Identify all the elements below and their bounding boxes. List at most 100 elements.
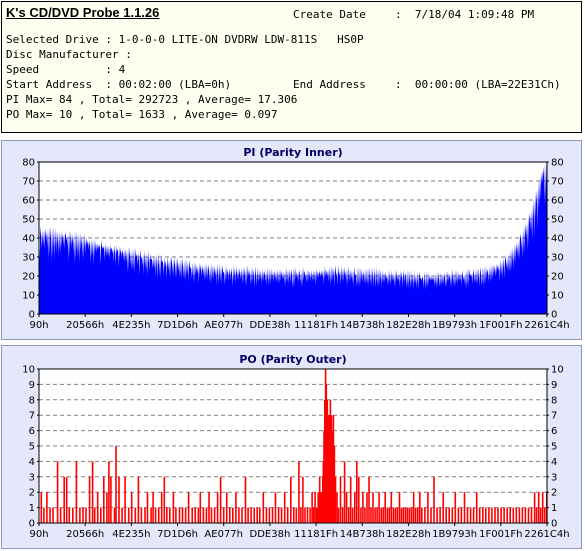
po-bar bbox=[235, 492, 237, 523]
x-tick-label: 1B9793h bbox=[432, 320, 477, 331]
po-bar bbox=[463, 492, 466, 523]
po-bar bbox=[137, 476, 140, 523]
po-bar bbox=[166, 507, 168, 523]
po-bar bbox=[103, 476, 105, 523]
po-bar bbox=[427, 492, 429, 523]
chart-title: PO (Parity Outer) bbox=[239, 353, 346, 366]
po-bar bbox=[326, 399, 329, 523]
po-bar bbox=[110, 476, 112, 523]
po-bar bbox=[127, 507, 130, 523]
y-tick-label-left: 10 bbox=[22, 291, 35, 302]
po-bar bbox=[412, 492, 415, 523]
x-tick-label: 2261C4h bbox=[524, 529, 569, 540]
app-title: K's CD/DVD Probe 1.1.26 bbox=[6, 5, 160, 20]
po-bar bbox=[337, 507, 340, 523]
x-tick-label: 90h bbox=[29, 320, 48, 331]
y-tick-label-right: 6 bbox=[551, 426, 557, 437]
po-bar bbox=[314, 492, 316, 523]
po-bar bbox=[396, 507, 399, 523]
po-bar bbox=[497, 507, 499, 523]
po-bar bbox=[524, 507, 527, 523]
selected-drive-line: Selected Drive : 1-0-0-0 LITE-ON DVDRW L… bbox=[6, 33, 364, 46]
po-bar bbox=[368, 476, 370, 523]
po-bar bbox=[312, 507, 315, 523]
create-date-label: Create Date bbox=[293, 8, 366, 21]
po-bar bbox=[253, 507, 255, 523]
po-bar bbox=[280, 507, 283, 523]
y-tick-label-right: 0 bbox=[551, 310, 557, 321]
po-bar bbox=[354, 492, 356, 523]
x-tick-label: 90h bbox=[29, 529, 48, 540]
po-bar bbox=[376, 507, 378, 523]
po-bar bbox=[290, 476, 292, 523]
po-bar bbox=[339, 476, 342, 523]
y-tick-label-right: 40 bbox=[551, 234, 564, 245]
po-bar bbox=[259, 507, 261, 523]
po-bar bbox=[160, 492, 163, 523]
po-bar bbox=[68, 507, 71, 523]
po-bar bbox=[93, 507, 96, 523]
po-bar bbox=[59, 507, 62, 523]
y-tick-label-right: 9 bbox=[551, 380, 557, 391]
po-bar bbox=[512, 507, 515, 523]
x-tick-label: 1F001Fh bbox=[479, 529, 522, 540]
x-tick-label: 2261C4h bbox=[524, 320, 569, 331]
po-bar bbox=[40, 492, 43, 523]
po-bar bbox=[178, 507, 181, 523]
po-bar bbox=[108, 461, 110, 523]
po-bar bbox=[134, 507, 137, 523]
po-bar bbox=[451, 507, 454, 523]
y-tick-label-left: 80 bbox=[22, 158, 35, 169]
x-tick-label: 182E28h bbox=[386, 529, 430, 540]
po-chart: PO (Parity Outer) 0 0 1 1 2 2 3 3 4 4 5 5 6 6 7 7 8 8 9 9 10 1… bbox=[22, 353, 569, 540]
po-bar bbox=[349, 476, 352, 523]
po-bar bbox=[328, 415, 331, 523]
po-bar bbox=[370, 507, 372, 523]
po-bar bbox=[213, 507, 216, 523]
po-bar bbox=[417, 507, 419, 523]
pi-series-area bbox=[39, 162, 547, 314]
po-bar bbox=[295, 507, 298, 523]
po-bar bbox=[79, 507, 81, 523]
po-bar bbox=[304, 507, 306, 523]
po-bar bbox=[184, 507, 187, 523]
po-bar bbox=[351, 507, 354, 523]
y-tick-label-right: 1 bbox=[551, 503, 557, 514]
x-tick-label: 20566h bbox=[66, 320, 104, 331]
disc-manufacturer-line: Disc Manufacturer : bbox=[6, 48, 132, 61]
po-bar bbox=[52, 507, 54, 523]
po-bar bbox=[244, 476, 247, 523]
po-bar bbox=[199, 492, 202, 523]
po-bar bbox=[283, 492, 286, 523]
po-bar bbox=[436, 507, 438, 523]
y-tick-label-left: 9 bbox=[29, 380, 35, 391]
create-date-value: : 7/18/04 1:09:48 PM bbox=[395, 8, 535, 21]
po-bar bbox=[325, 384, 328, 523]
y-tick-label-right: 20 bbox=[551, 272, 564, 283]
po-bar bbox=[362, 492, 364, 523]
po-bar bbox=[419, 492, 421, 523]
po-bar bbox=[205, 507, 208, 523]
po-bar bbox=[163, 476, 166, 523]
po-bar bbox=[286, 507, 289, 523]
po-bar bbox=[332, 415, 335, 523]
po-bar bbox=[380, 507, 382, 523]
y-tick-label-right: 8 bbox=[551, 395, 557, 406]
pi-summary-line: PI Max= 84 , Total= 292723 , Average= 17… bbox=[6, 93, 298, 106]
x-tick-label: 1F001Fh bbox=[479, 320, 522, 331]
po-bar bbox=[247, 507, 249, 523]
y-tick-label-left: 3 bbox=[29, 472, 35, 483]
po-bar bbox=[88, 476, 91, 523]
po-bar bbox=[241, 507, 243, 523]
po-bar bbox=[378, 492, 380, 523]
po-bar bbox=[394, 507, 397, 523]
y-tick-label-left: 4 bbox=[29, 457, 35, 468]
po-bar bbox=[115, 446, 117, 523]
po-bar bbox=[343, 461, 346, 523]
po-bar bbox=[537, 492, 540, 523]
x-tick-label: DDE38h bbox=[250, 320, 291, 331]
po-bar bbox=[306, 507, 309, 523]
po-bar bbox=[72, 507, 74, 523]
po-bar bbox=[219, 476, 222, 523]
po-bar bbox=[144, 507, 146, 523]
